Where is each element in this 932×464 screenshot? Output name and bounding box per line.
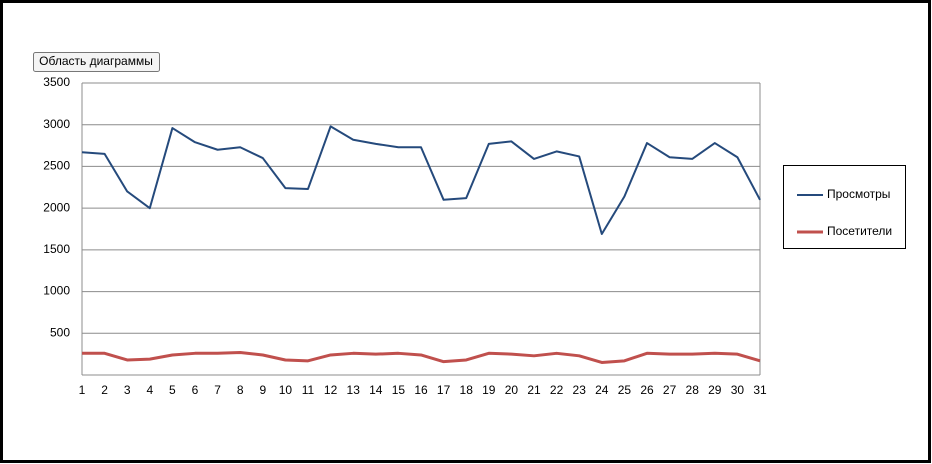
x-tick-label: 16 bbox=[414, 383, 428, 397]
x-tick-label: 15 bbox=[392, 383, 406, 397]
x-tick-label: 14 bbox=[369, 383, 383, 397]
x-tick-label: 17 bbox=[437, 383, 451, 397]
x-tick-label: 10 bbox=[279, 383, 293, 397]
x-tick-label: 18 bbox=[460, 383, 474, 397]
x-tick-label: 26 bbox=[640, 383, 654, 397]
x-tick-label: 8 bbox=[237, 383, 244, 397]
y-tick-label: 1000 bbox=[43, 284, 70, 298]
tooltip: Область диаграммы bbox=[39, 54, 153, 68]
x-tick-label: 29 bbox=[708, 383, 722, 397]
x-tick-label: 1 bbox=[79, 383, 86, 397]
x-tick-label: 2 bbox=[101, 383, 108, 397]
x-tick-label: 19 bbox=[482, 383, 496, 397]
x-tick-label: 6 bbox=[192, 383, 199, 397]
x-tick-label: 31 bbox=[753, 383, 767, 397]
legend-box bbox=[783, 165, 906, 249]
y-tick-label: 3500 bbox=[43, 75, 70, 89]
y-tick-label: 3000 bbox=[43, 117, 70, 131]
x-tick-label: 22 bbox=[550, 383, 564, 397]
tooltip-box bbox=[33, 52, 160, 72]
x-tick-label: 27 bbox=[663, 383, 677, 397]
y-tick-label: 2000 bbox=[43, 200, 70, 214]
x-tick-label: 20 bbox=[505, 383, 519, 397]
x-tick-label: 28 bbox=[686, 383, 700, 397]
y-tick-label: 2500 bbox=[43, 159, 70, 173]
legend-label: Просмотры bbox=[827, 187, 890, 201]
x-tick-label: 12 bbox=[324, 383, 338, 397]
x-tick-label: 7 bbox=[214, 383, 221, 397]
x-tick-label: 25 bbox=[618, 383, 632, 397]
x-tick-label: 5 bbox=[169, 383, 176, 397]
x-tick-label: 11 bbox=[302, 383, 315, 397]
y-tick-label: 1500 bbox=[43, 242, 70, 256]
x-tick-label: 4 bbox=[146, 383, 153, 397]
x-tick-label: 9 bbox=[259, 383, 266, 397]
x-tick-label: 21 bbox=[527, 383, 541, 397]
legend-label: Посетители bbox=[827, 224, 892, 238]
y-tick-label: 500 bbox=[50, 325, 70, 339]
x-tick-label: 24 bbox=[595, 383, 609, 397]
x-tick-label: 3 bbox=[124, 383, 131, 397]
x-tick-label: 30 bbox=[731, 383, 745, 397]
line bbox=[81, 125, 761, 236]
x-tick-label: 13 bbox=[347, 383, 361, 397]
x-tick-label: 23 bbox=[573, 383, 587, 397]
line bbox=[82, 350, 761, 364]
